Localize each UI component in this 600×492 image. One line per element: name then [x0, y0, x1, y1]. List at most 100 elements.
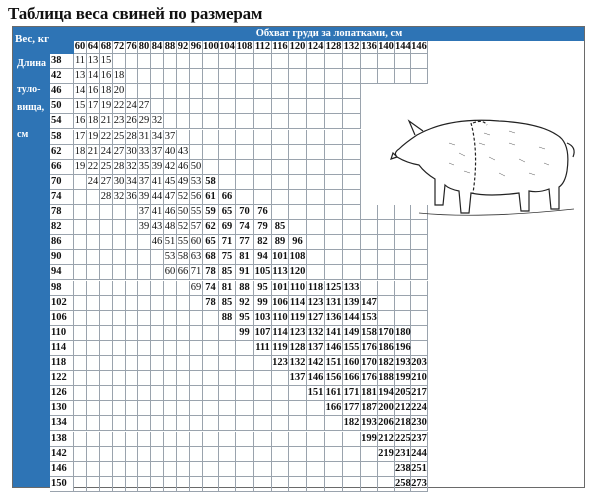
empty-cell — [87, 235, 100, 251]
empty-cell — [325, 114, 343, 130]
empty-cell — [74, 250, 87, 266]
empty-cell — [138, 265, 151, 281]
column-header: 120 — [289, 41, 307, 54]
table-cell: 95 — [254, 280, 272, 296]
empty-cell — [395, 250, 411, 266]
empty-cell — [325, 461, 343, 477]
empty-cell — [113, 461, 126, 477]
row-header: 38 — [50, 54, 74, 70]
empty-cell — [100, 250, 113, 266]
table-cell: 34 — [126, 174, 138, 190]
empty-cell — [177, 371, 190, 387]
empty-cell — [219, 461, 236, 477]
empty-cell — [289, 189, 307, 205]
empty-cell — [100, 401, 113, 417]
empty-cell — [289, 461, 307, 477]
table-cell: 170 — [378, 325, 395, 341]
table-cell: 113 — [272, 265, 289, 281]
empty-cell — [87, 189, 100, 205]
empty-cell — [113, 446, 126, 462]
table-cell: 137 — [307, 340, 325, 356]
empty-cell — [126, 340, 138, 356]
empty-cell — [254, 54, 272, 70]
empty-cell — [74, 386, 87, 402]
table-cell: 146 — [307, 371, 325, 387]
empty-cell — [203, 129, 219, 145]
empty-cell — [74, 265, 87, 281]
empty-cell — [395, 295, 411, 311]
table-cell: 85 — [272, 220, 289, 236]
column-header: 108 — [236, 41, 254, 54]
empty-cell — [87, 431, 100, 447]
empty-cell — [113, 295, 126, 311]
empty-cell — [236, 174, 254, 190]
empty-cell — [236, 401, 254, 417]
empty-cell — [378, 310, 395, 326]
empty-cell — [87, 265, 100, 281]
empty-cell — [272, 54, 289, 70]
empty-cell — [126, 416, 138, 432]
empty-cell — [361, 250, 378, 266]
empty-cell — [190, 416, 203, 432]
empty-cell — [113, 386, 126, 402]
empty-cell — [272, 205, 289, 221]
empty-cell — [87, 310, 100, 326]
empty-cell — [138, 325, 151, 341]
empty-cell — [87, 446, 100, 462]
table-cell: 48 — [164, 220, 177, 236]
empty-cell — [177, 401, 190, 417]
table-cell: 78 — [203, 265, 219, 281]
table-cell: 128 — [289, 340, 307, 356]
empty-cell — [138, 310, 151, 326]
empty-cell — [126, 280, 138, 296]
empty-cell — [190, 325, 203, 341]
empty-cell — [254, 401, 272, 417]
empty-cell — [138, 250, 151, 266]
table-cell: 13 — [74, 69, 87, 85]
table-cell: 176 — [361, 371, 378, 387]
empty-cell — [126, 69, 138, 85]
empty-cell — [126, 54, 138, 70]
empty-cell — [343, 174, 361, 190]
empty-cell — [151, 99, 164, 115]
empty-cell — [343, 144, 361, 160]
empty-cell — [190, 401, 203, 417]
table-cell: 52 — [177, 189, 190, 205]
row-header: 54 — [50, 114, 74, 130]
table-cell: 39 — [138, 220, 151, 236]
empty-cell — [219, 129, 236, 145]
weight-table: Вес, кг: Обхват груди за лопатками, см Д… — [12, 26, 585, 492]
table-cell: 107 — [254, 325, 272, 341]
table-cell: 71 — [219, 235, 236, 251]
empty-cell — [203, 54, 219, 70]
table-cell: 46 — [164, 205, 177, 221]
column-header: 72 — [113, 41, 126, 54]
empty-cell — [203, 371, 219, 387]
empty-cell — [164, 461, 177, 477]
empty-cell — [126, 446, 138, 462]
empty-cell — [138, 371, 151, 387]
empty-cell — [307, 159, 325, 175]
empty-cell — [138, 461, 151, 477]
empty-cell — [100, 476, 113, 492]
row-header: 142 — [50, 446, 74, 462]
table-cell: 224 — [411, 401, 428, 417]
table-cell: 132 — [289, 356, 307, 372]
table-cell: 170 — [361, 356, 378, 372]
empty-cell — [177, 129, 190, 145]
table-cell: 127 — [307, 310, 325, 326]
table-cell: 149 — [343, 325, 361, 341]
empty-cell — [151, 431, 164, 447]
empty-cell — [74, 340, 87, 356]
table-cell: 16 — [74, 114, 87, 130]
table-cell: 37 — [138, 205, 151, 221]
table-cell: 41 — [151, 205, 164, 221]
empty-cell — [138, 235, 151, 251]
table-cell: 50 — [190, 159, 203, 175]
table-cell: 101 — [272, 250, 289, 266]
empty-cell — [289, 54, 307, 70]
empty-cell — [272, 114, 289, 130]
table-cell: 99 — [236, 325, 254, 341]
row-header: 66 — [50, 159, 74, 175]
table-cell: 57 — [190, 220, 203, 236]
